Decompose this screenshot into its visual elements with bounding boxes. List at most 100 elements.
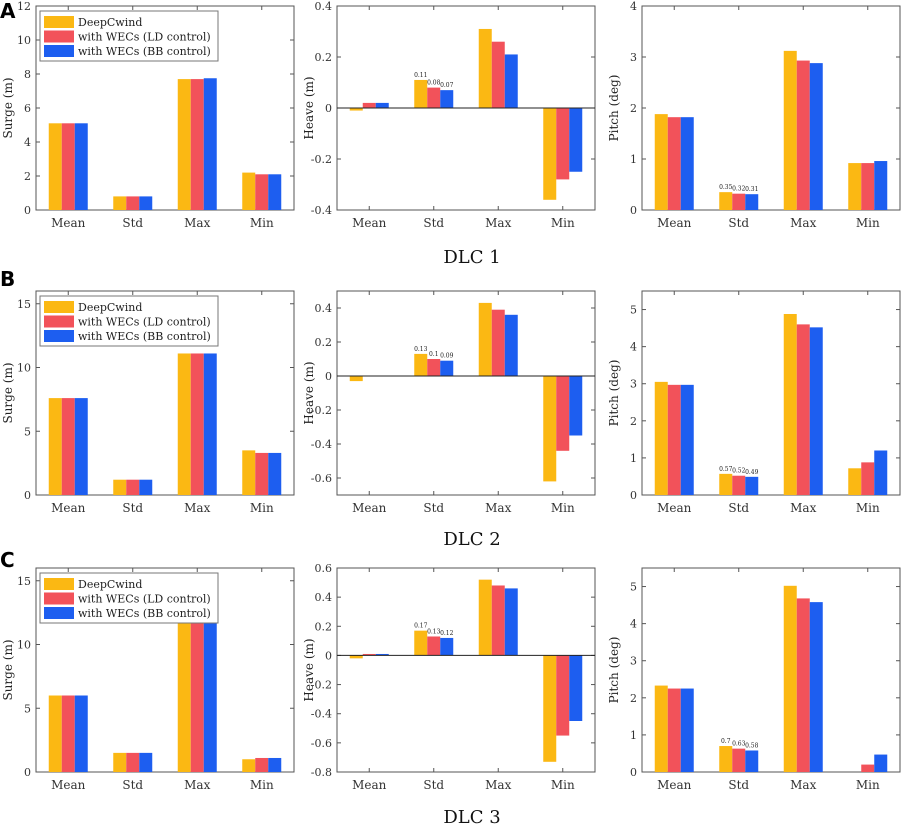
data-label: 0.58: [745, 742, 759, 749]
y-tick-label: -0.4: [311, 438, 332, 451]
bar-with-wecs-bb-control-min: [874, 161, 888, 210]
y-tick-label: 0.6: [315, 562, 333, 575]
y-tick-label: 0: [630, 766, 637, 779]
data-label: 0.63: [732, 741, 746, 748]
panel-letter-a: A: [0, 0, 16, 23]
legend-swatch-with-wecs-bb-control: [44, 330, 74, 342]
bar-with-wecs-ld-control-max: [491, 309, 505, 376]
bar-deepcwind-mean: [48, 398, 62, 495]
y-tick-label: 4: [630, 618, 637, 631]
data-label: 0.07: [440, 82, 454, 89]
y-tick-label: -0.6: [311, 472, 332, 485]
y-tick-label: 0: [24, 766, 31, 779]
y-tick-label: 12: [17, 0, 31, 13]
bar-with-wecs-bb-control-mean: [680, 688, 694, 772]
bar-deepcwind-mean: [654, 685, 668, 772]
y-tick-label: 2: [630, 415, 637, 428]
bar-with-wecs-ld-control-mean: [61, 398, 75, 495]
bar-with-wecs-bb-control-mean: [375, 653, 389, 656]
legend-swatch-with-wecs-bb-control: [44, 45, 74, 57]
bar-deepcwind-mean: [48, 695, 62, 772]
chart-pitch-deg-dlc-3: 0 1 2 3 4 5 Pitch (deg) Mean Std Max Min 0.7 0.63 0.5…: [607, 567, 901, 792]
bar-with-wecs-bb-control-min: [874, 754, 888, 772]
legend-label-with-wecs-ld-control: with WECs (LD control): [78, 593, 211, 606]
bar-with-wecs-ld-control-mean: [61, 695, 75, 772]
x-tick-label-max: Max: [790, 778, 816, 792]
y-tick-label: 6: [24, 102, 31, 115]
y-tick-label: 10: [17, 34, 31, 47]
chart-heave-m-dlc-1: -0.4 -0.2 0 0.2 0.4 Heave (m) Mean Std Max Min 0.1…: [302, 0, 596, 230]
x-tick-label-std: Std: [728, 778, 749, 792]
bar-deepcwind-max: [478, 28, 492, 109]
x-tick-label-mean: Mean: [352, 501, 387, 515]
y-tick-label: 4: [24, 136, 31, 149]
bar-with-wecs-bb-control-min: [569, 108, 583, 172]
bar-with-wecs-bb-control-max: [504, 314, 518, 376]
y-tick-label: 5: [24, 425, 31, 438]
row-title: DLC 1: [443, 247, 500, 268]
bar-with-wecs-bb-control-min: [268, 452, 282, 495]
x-tick-label-std: Std: [728, 216, 749, 230]
y-tick-label: 5: [630, 581, 637, 594]
bar-deepcwind-std: [414, 630, 428, 656]
bar-with-wecs-bb-control-std: [745, 476, 759, 495]
data-label: 0.12: [440, 630, 454, 637]
y-axis-label: Surge (m): [1, 639, 15, 700]
chart-surge-m-dlc-1: 0 2 4 6 8 10 12 Surge (m) Mean Std Max Min DeepCwind…: [1, 0, 295, 230]
bar-with-wecs-bb-control-std: [440, 637, 454, 656]
plot-frame: [641, 290, 901, 496]
data-label: 0.1: [429, 351, 439, 358]
data-label: 0.31: [745, 186, 758, 193]
y-tick-label: 0: [325, 649, 332, 662]
y-tick-label: 0.2: [315, 620, 333, 633]
plot-frame: [35, 290, 295, 496]
y-tick-label: 1: [630, 452, 637, 465]
plot-frame: [641, 567, 901, 773]
bar-with-wecs-bb-control-std: [745, 750, 759, 772]
x-tick-label-max: Max: [485, 216, 511, 230]
data-label: 0.13: [414, 346, 428, 353]
bar-deepcwind-min: [242, 172, 256, 210]
bar-with-wecs-ld-control-std: [427, 636, 441, 656]
chart-pitch-deg-dlc-2: 0 1 2 3 4 5 Pitch (deg) Mean Std Max Min 0.57 0.52 0.…: [607, 290, 901, 515]
y-tick-label: 3: [630, 51, 637, 64]
legend-swatch-with-wecs-ld-control: [44, 30, 74, 43]
x-tick-label-min: Min: [250, 216, 274, 230]
x-tick-label-min: Min: [856, 501, 880, 515]
legend: DeepCwind with WECs (LD control)with WECs…: [39, 572, 219, 624]
bar-with-wecs-bb-control-min: [569, 376, 583, 436]
bar-with-wecs-bb-control-min: [268, 174, 282, 210]
bar-with-wecs-bb-control-min: [874, 450, 888, 495]
bar-with-wecs-bb-control-max: [504, 54, 518, 108]
y-tick-label: 5: [24, 702, 31, 715]
bar-deepcwind-max: [783, 585, 797, 772]
bar-with-wecs-ld-control-min: [556, 376, 570, 451]
y-tick-label: 10: [17, 639, 31, 652]
x-tick-label-mean: Mean: [352, 778, 387, 792]
bar-with-wecs-ld-control-max: [796, 60, 810, 210]
bar-with-wecs-ld-control-min: [861, 462, 875, 495]
chart-heave-m-dlc-2: -0.6 -0.4 -0.2 0 0.2 0.4 Heave (m) Mean Std Max Mi…: [302, 290, 596, 515]
bar-with-wecs-ld-control-min: [255, 757, 269, 772]
x-tick-label-mean: Mean: [657, 778, 692, 792]
bar-deepcwind-min: [848, 163, 862, 210]
bar-deepcwind-max: [478, 579, 492, 656]
y-axis-label: Pitch (deg): [607, 75, 621, 142]
y-axis-label: Surge (m): [1, 77, 15, 138]
bar-deepcwind-std: [113, 752, 127, 772]
y-tick-label: 0: [325, 102, 332, 115]
bar-with-wecs-ld-control-max: [190, 79, 204, 210]
x-tick-label-mean: Mean: [657, 216, 692, 230]
bar-deepcwind-std: [719, 746, 733, 772]
legend-label-with-wecs-ld-control: with WECs (LD control): [78, 316, 211, 329]
bar-deepcwind-std: [414, 79, 428, 108]
bar-with-wecs-bb-control-max: [809, 63, 823, 211]
y-axis-label: Pitch (deg): [607, 360, 621, 427]
legend-swatch-deepcwind: [44, 578, 74, 590]
x-tick-label-max: Max: [790, 216, 816, 230]
plot-frame: [336, 567, 596, 773]
bar-with-wecs-bb-control-min: [268, 757, 282, 772]
x-tick-label-std: Std: [423, 216, 444, 230]
y-tick-label: 15: [17, 298, 31, 311]
